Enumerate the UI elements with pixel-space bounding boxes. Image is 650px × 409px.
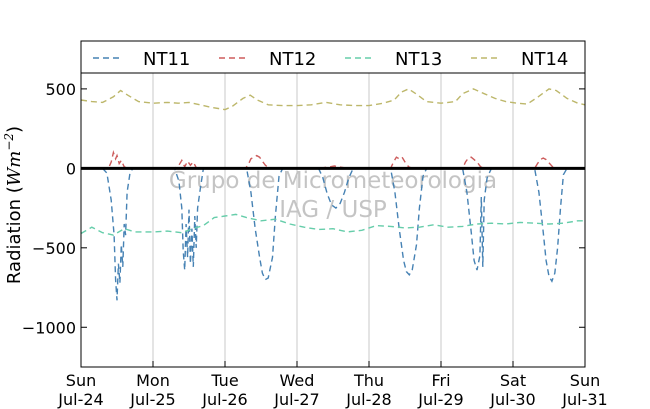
y-tick-label-1: 0 [66, 159, 76, 178]
x-tick-label-date-7: Jul-31 [561, 390, 607, 409]
x-tick-label-day-0: Sun [66, 371, 96, 390]
legend-label-nt14: NT14 [521, 49, 568, 70]
x-tick-label-day-2: Tue [210, 371, 238, 390]
x-tick-label-date-3: Jul-27 [273, 390, 319, 409]
y-tick-label-2: −500 [32, 239, 76, 258]
watermark-line-1: Grupo de Micrometeorologia [169, 168, 497, 194]
y-tick-label-0: 500 [45, 80, 76, 99]
x-tick-label-date-4: Jul-28 [345, 390, 391, 409]
x-axis: SunJul-24MonJul-25TueJul-26WedJul-27ThuJ… [57, 361, 608, 409]
x-tick-label-date-0: Jul-24 [57, 390, 103, 409]
legend-label-nt13: NT13 [395, 49, 442, 70]
x-tick-label-date-6: Jul-30 [489, 390, 535, 409]
series-line-nt14 [80, 88, 586, 111]
x-tick-label-date-5: Jul-29 [417, 390, 463, 409]
watermark: Grupo de Micrometeorologia IAG / USP [169, 168, 497, 223]
legend-label-nt11: NT11 [143, 49, 190, 70]
x-tick-label-day-4: Thu [353, 371, 384, 390]
x-tick-label-day-6: Sat [500, 371, 526, 390]
series-line-nt12 [81, 149, 585, 170]
y-axis: 500 0 −500 −1000 [22, 80, 585, 337]
vertical-grid-lines [152, 73, 514, 367]
legend: NT11 NT12 NT13 NT14 [80, 40, 586, 74]
watermark-line-2: IAG / USP [279, 197, 387, 223]
legend-box [80, 40, 586, 74]
series-line-nt13 [80, 213, 585, 236]
x-tick-label-day-1: Mon [136, 371, 170, 390]
x-tick-label-date-2: Jul-26 [201, 390, 247, 409]
legend-label-nt12: NT12 [269, 49, 316, 70]
y-axis-label: Radiation (Wm−2) [2, 126, 25, 284]
series-layer [80, 88, 586, 301]
x-tick-label-day-5: Fri [431, 371, 450, 390]
y-tick-label-3: −1000 [22, 318, 76, 337]
x-tick-label-day-7: Sun [570, 371, 600, 390]
x-tick-label-day-3: Wed [280, 371, 315, 390]
x-tick-label-date-1: Jul-25 [129, 390, 175, 409]
